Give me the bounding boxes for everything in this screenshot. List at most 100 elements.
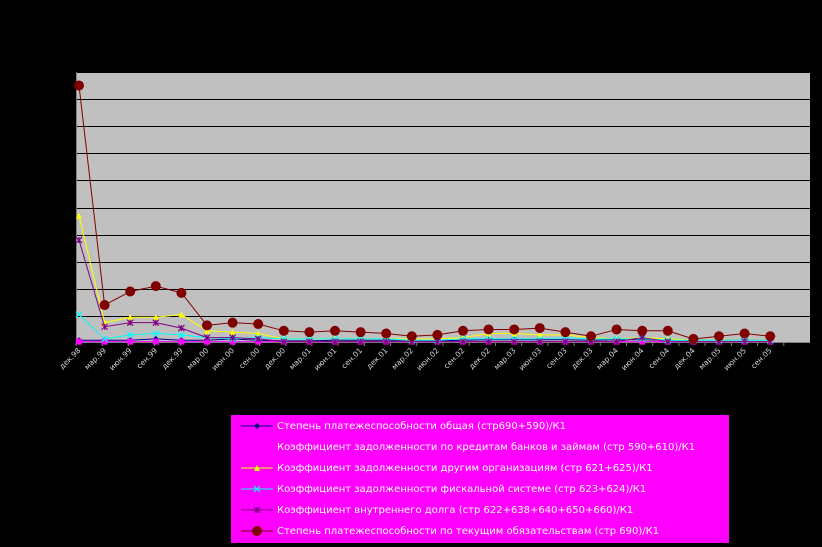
x-tick-label: сен.02 [442, 346, 467, 371]
gridlines [76, 72, 810, 317]
legend-marker [241, 444, 273, 450]
series-line [78, 239, 771, 343]
data-point-square [152, 338, 159, 345]
data-point-x [152, 330, 160, 337]
data-point-circle [227, 317, 238, 328]
data-point-star [485, 338, 493, 346]
legend-marker-svg [241, 444, 273, 450]
data-point-circle [202, 320, 212, 331]
data-point-star [331, 338, 339, 346]
x-tick-labels: дек.98 мар.99 июн.99 сен.99 дек.99 мар.00 июн.… [57, 346, 773, 372]
legend-label: Коэффициент задолженности по кредитам ба… [277, 441, 696, 453]
x-tick-label: июн.02 [415, 346, 441, 372]
data-point-star [510, 338, 518, 346]
data-point-star [536, 338, 544, 346]
data-point-circle [586, 331, 596, 342]
data-point-circle [637, 325, 648, 336]
axes [75, 72, 810, 346]
data-point-triangle [536, 331, 543, 338]
x-tick-label: мар.99 [83, 346, 109, 372]
data-point-circle [252, 526, 262, 536]
legend-marker [241, 526, 273, 536]
data-point-circle [278, 325, 289, 336]
data-point-circle [304, 327, 315, 338]
data-point-circle [662, 325, 673, 336]
data-point-circle [534, 323, 545, 334]
data-point-star [203, 334, 211, 342]
data-point-star [561, 338, 569, 346]
legend-swatch-star-icon [239, 500, 275, 520]
series-line [78, 85, 771, 340]
legend-item-series-2: Коэффициент задолженности по кредитам ба… [239, 437, 727, 457]
data-point-circle [688, 333, 699, 344]
data-point-triangle [204, 327, 210, 334]
data-point-circle [74, 80, 84, 91]
legend-marker [241, 485, 273, 493]
x-tick-label: июн.03 [517, 346, 543, 372]
data-point-circle [765, 331, 776, 342]
data-point-circle [253, 319, 264, 330]
data-point-star [229, 334, 237, 342]
data-point-triangle [76, 212, 82, 219]
x-tick-label: сен.03 [544, 346, 569, 371]
legend-label: Степень платежеспособности общая (стр690… [277, 420, 566, 432]
x-tick-label: сен.04 [647, 346, 672, 371]
data-point-triangle [152, 314, 159, 321]
data-point-star [357, 338, 365, 346]
data-point-circle [99, 300, 110, 311]
legend-marker [241, 423, 273, 429]
data-point-diamond [254, 423, 260, 429]
data-point-star [254, 335, 262, 343]
data-point-square [76, 338, 82, 345]
data-point-star [459, 338, 467, 346]
x-tick-label: мар.02 [390, 346, 416, 372]
x-tick-label: мар.01 [287, 346, 313, 372]
x-tick-label: июн.00 [210, 346, 236, 372]
data-point-star [280, 338, 288, 346]
data-point-circle [432, 329, 443, 340]
legend-label: Степень платежеспособности по текущим об… [277, 525, 660, 537]
legend-label: Коэффициент задолженности другим организ… [277, 462, 653, 474]
series-5 [75, 236, 774, 346]
data-point-circle [714, 331, 724, 342]
x-tick-label: дек.02 [467, 346, 492, 371]
data-point-square [127, 338, 134, 345]
legend-swatch-triangle-icon [239, 458, 275, 478]
x-tick-label: июн.99 [107, 346, 133, 372]
x-tick-label: дек.00 [262, 346, 287, 371]
data-point-square [254, 444, 260, 450]
plot-area [76, 72, 810, 343]
data-point-triangle [127, 314, 134, 321]
legend-swatch-diamond-icon [239, 416, 275, 436]
series-line [78, 215, 771, 341]
data-point-star [305, 338, 313, 346]
data-point-triangle [255, 330, 262, 337]
x-tick-label: сен.01 [340, 346, 365, 371]
legend-marker-svg [241, 465, 273, 471]
legend-marker-svg [241, 485, 273, 493]
x-tick-label: мар.05 [697, 346, 723, 372]
series-layer [74, 80, 776, 346]
data-point-x [253, 485, 261, 493]
data-point-circle [483, 324, 494, 335]
data-point-x [177, 331, 185, 339]
data-point-star [75, 236, 83, 244]
legend-marker [241, 465, 273, 471]
data-point-circle [406, 331, 417, 342]
data-point-circle [125, 286, 136, 297]
legend-marker-svg [241, 506, 273, 514]
x-tick-label: мар.03 [492, 346, 518, 372]
data-point-square [101, 338, 108, 345]
data-point-circle [330, 325, 340, 336]
legend-swatch-square-icon [239, 437, 275, 457]
legend-marker [241, 506, 273, 514]
x-tick-label: дек.01 [365, 346, 390, 371]
data-point-circle [458, 325, 468, 336]
x-tick-label: июн.05 [722, 346, 748, 372]
data-point-triangle [178, 311, 185, 318]
legend-item-series-6: Степень платежеспособности по текущим об… [239, 521, 727, 541]
data-point-circle [176, 287, 187, 298]
data-point-star [152, 319, 160, 327]
